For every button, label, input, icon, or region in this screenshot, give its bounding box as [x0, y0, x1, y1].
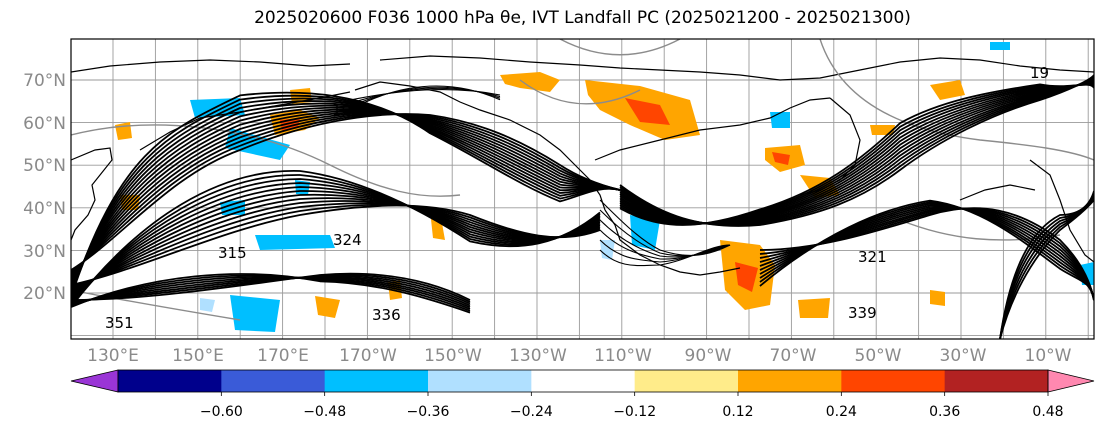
- theta-e-contour: [759, 199, 1094, 301]
- figure-title: 2025020600 F036 1000 hPa θe, IVT Landfal…: [254, 8, 911, 28]
- colorbar-segment: [841, 370, 946, 392]
- theta-e-contour: [71, 186, 601, 300]
- map-frame: [70, 38, 1095, 340]
- contour-label: 339: [848, 304, 877, 322]
- theta-e-contour: [71, 197, 601, 294]
- theta-e-contour: [349, 85, 501, 111]
- theta-e-contour: [71, 273, 471, 314]
- theta-e-contour: [71, 202, 601, 290]
- colorbar: [70, 369, 1095, 393]
- colorbar-extend-high: [1047, 369, 1095, 393]
- theta-e-contour: [71, 204, 601, 286]
- longitude-label: 10°W: [1025, 346, 1072, 366]
- latitude-labels: 70°N 60°N 50°N 40°N 30°N 20°N: [23, 71, 66, 304]
- colorbar-segment: [221, 370, 326, 392]
- theta-e-contour: [71, 178, 601, 304]
- theta-e-contours: [71, 74, 1094, 339]
- theta-e-contour: [71, 174, 601, 306]
- colorbar-tick-label: 0.36: [929, 404, 960, 420]
- colorbar-tick-label: −0.36: [407, 404, 450, 420]
- theta-e-contour: [599, 209, 731, 257]
- longitude-label: 30°W: [940, 346, 987, 366]
- latitude-label: 50°N: [23, 156, 66, 176]
- colorbar-segment: [738, 370, 842, 392]
- theta-e-contour: [999, 190, 1094, 339]
- colorbar-segment: [118, 370, 222, 392]
- contour-label: 321: [858, 248, 887, 266]
- gray-contours: [71, 39, 1094, 321]
- colorbar-tick-label: −0.60: [200, 404, 243, 420]
- theta-e-contour: [71, 200, 601, 292]
- colorbar-tick-label: −0.24: [510, 404, 553, 420]
- theta-e-contour: [71, 170, 601, 308]
- theta-e-contour: [71, 182, 601, 302]
- colorbar-tick-labels: −0.60 −0.48 −0.36 −0.24 −0.12 0.12 0.24 0.36 0.4…: [200, 392, 1064, 420]
- latitude-label: 30°N: [23, 242, 66, 262]
- colorbar-tick-label: 0.24: [826, 404, 857, 420]
- colorbar-extend-low: [70, 369, 119, 393]
- colorbar-frame: [117, 369, 1049, 393]
- contour-labels: 10 315 324 336 351 339 321 19: [105, 64, 1049, 332]
- theta-e-contour: [71, 102, 621, 290]
- colorbar-segment: [944, 370, 1049, 392]
- longitude-label: 150°E: [172, 346, 224, 366]
- longitude-label: 130°E: [87, 346, 139, 366]
- longitude-label: 90°W: [685, 346, 732, 366]
- contour-label: 324: [333, 231, 362, 249]
- theta-e-contour: [71, 203, 601, 288]
- latitude-label: 70°N: [23, 71, 66, 91]
- colorbar-tick-label: −0.48: [303, 404, 346, 420]
- theta-e-contour: [71, 190, 601, 298]
- contour-label: 351: [105, 314, 134, 332]
- contour-label: 336: [372, 306, 401, 324]
- colorbar-segment: [634, 370, 739, 392]
- colorbar-segment: [531, 370, 636, 392]
- longitude-label: 170°W: [339, 346, 397, 366]
- theta-e-contour: [71, 91, 621, 298]
- longitude-label: 50°W: [855, 346, 902, 366]
- longitude-label: 70°W: [770, 346, 817, 366]
- latitude-label: 60°N: [23, 114, 66, 134]
- longitude-label: 150°W: [424, 346, 482, 366]
- longitude-label: 170°E: [257, 346, 309, 366]
- colorbar-segment: [324, 370, 429, 392]
- theta-e-contour: [599, 244, 731, 267]
- theta-e-contour: [599, 229, 731, 260]
- contour-label: 19: [1030, 64, 1049, 82]
- longitude-label: 130°W: [509, 346, 567, 366]
- longitude-label: 110°W: [594, 346, 652, 366]
- theta-e-contour: [71, 193, 601, 296]
- colorbar-tick-label: −0.12: [613, 404, 656, 420]
- theta-e-contour: [599, 219, 731, 258]
- theta-e-contour: [599, 199, 731, 256]
- latitude-label: 40°N: [23, 199, 66, 219]
- colorbar-tick-label: 0.12: [722, 404, 753, 420]
- contour-label: 10: [332, 101, 351, 119]
- map-content: 10 315 324 336 351 339 321 19: [71, 39, 1094, 339]
- colorbar-segment: [428, 370, 532, 392]
- colorbar-tick-label: 0.48: [1032, 404, 1063, 420]
- contour-label: 315: [218, 244, 247, 262]
- theta-e-contour: [599, 239, 731, 263]
- theta-e-contour: [71, 106, 621, 286]
- latitude-label: 20°N: [23, 284, 66, 304]
- theta-e-contour: [619, 83, 1094, 226]
- longitude-labels: 130°E 150°E 170°E 170°W 150°W 130°W 110°W 90°W 7…: [87, 346, 1072, 366]
